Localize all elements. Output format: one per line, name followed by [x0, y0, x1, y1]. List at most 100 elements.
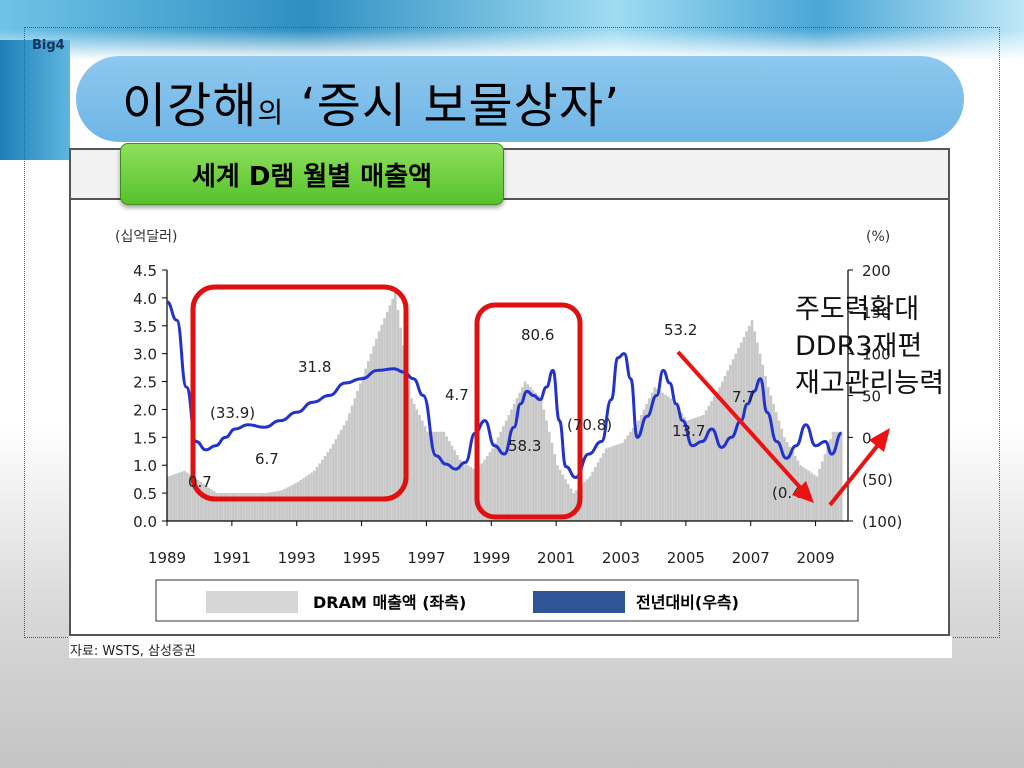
revenue-bar	[348, 413, 351, 521]
chart-title-badge: 세계 D램 월별 매출액	[120, 143, 504, 205]
revenue-bar	[626, 435, 630, 521]
slide-title: 이강해의 ‘증시 보물상자’	[122, 66, 620, 136]
top-banner	[0, 0, 1024, 60]
revenue-bar	[269, 492, 273, 521]
left-tick-label: 0.5	[133, 485, 157, 503]
revenue-bar	[583, 481, 586, 521]
right-unit-label: (%)	[866, 229, 890, 245]
revenue-bar	[229, 493, 232, 521]
revenue-bar	[683, 416, 686, 521]
revenue-bar	[504, 420, 508, 521]
revenue-bar	[412, 403, 416, 521]
highlight-box-1991	[190, 284, 409, 502]
left-tick-label: 3.0	[133, 346, 157, 364]
revenue-bar	[326, 452, 330, 521]
revenue-bar	[518, 392, 521, 521]
revenue-bar	[539, 398, 543, 521]
revenue-bar	[472, 468, 475, 521]
annotation-line: 재고관리능력	[795, 368, 944, 399]
brand-label: Big4	[32, 38, 65, 53]
revenue-bar	[785, 441, 789, 521]
revenue-bar	[199, 481, 203, 521]
revenue-bar	[323, 455, 327, 521]
revenue-bar	[364, 368, 367, 521]
x-tick-label: 1989	[148, 549, 186, 567]
revenue-bar	[485, 455, 489, 521]
revenue-bar	[599, 457, 602, 521]
revenue-bar	[515, 398, 519, 521]
revenue-bar	[194, 478, 197, 521]
revenue-bar	[437, 431, 440, 521]
revenue-bar	[285, 487, 289, 521]
revenue-bar	[510, 409, 513, 521]
value-label: 58.3	[508, 437, 541, 455]
revenue-bar	[664, 394, 667, 521]
revenue-bar	[448, 441, 451, 521]
revenue-bar	[385, 311, 389, 521]
revenue-bar	[645, 403, 648, 521]
right-tick-label: (50)	[862, 471, 893, 489]
revenue-bar	[542, 409, 546, 521]
revenue-bar	[761, 364, 765, 521]
revenue-bar	[350, 405, 354, 521]
revenue-bar	[653, 387, 657, 521]
value-label: 31.8	[298, 358, 331, 376]
left-tick-label: 4.0	[133, 290, 157, 308]
revenue-bar	[218, 493, 221, 521]
revenue-bar	[469, 467, 473, 521]
legend-label: DRAM 매출액 (좌측)	[313, 593, 466, 612]
revenue-bar	[737, 348, 740, 521]
revenue-bar	[294, 483, 297, 521]
title-main: 이강해	[122, 78, 258, 134]
revenue-bar	[402, 345, 405, 521]
revenue-bar	[439, 431, 443, 521]
revenue-bar	[491, 448, 494, 521]
revenue-bar	[696, 416, 700, 521]
revenue-bar	[688, 419, 692, 521]
revenue-bar	[177, 472, 181, 521]
revenue-bar	[753, 331, 757, 521]
x-tick-label: 1991	[213, 549, 251, 567]
right-tick-label: 150	[862, 304, 891, 322]
revenue-bar	[596, 462, 600, 521]
revenue-bar	[207, 487, 211, 521]
revenue-bar	[588, 476, 592, 521]
revenue-bar	[529, 387, 532, 521]
legend-layer: DRAM 매출액 (좌측) 전년대비(우측)	[206, 591, 739, 613]
value-label: 80.6	[521, 326, 554, 344]
revenue-bar	[383, 318, 386, 521]
revenue-bar	[720, 381, 724, 521]
revenue-bar	[361, 375, 365, 521]
revenue-bar	[677, 409, 681, 521]
revenue-bar	[839, 431, 843, 521]
revenue-bar	[569, 488, 573, 521]
revenue-bar	[407, 380, 411, 521]
revenue-bar	[172, 474, 176, 521]
revenue-bar	[812, 474, 816, 521]
revenue-bar	[264, 493, 267, 521]
revenue-bar	[531, 389, 535, 521]
revenue-bar	[399, 327, 403, 521]
left-tick-label: 1.5	[133, 429, 157, 447]
revenue-bar	[315, 467, 319, 521]
revenue-bar	[345, 420, 348, 521]
revenue-bar	[726, 370, 729, 521]
revenue-bar	[639, 415, 643, 521]
revenue-bar	[456, 454, 459, 521]
revenue-bar	[215, 493, 219, 521]
revenue-bar	[707, 405, 711, 521]
revenue-bar	[712, 396, 716, 521]
revenue-bar	[548, 431, 551, 521]
revenue-bar	[369, 353, 373, 521]
x-tick-label: 1995	[342, 549, 380, 567]
revenue-bar	[275, 491, 278, 521]
revenue-bar	[621, 442, 624, 521]
revenue-bar	[699, 415, 702, 521]
revenue-bar	[837, 431, 840, 521]
revenue-bar	[831, 431, 835, 521]
revenue-bar	[280, 490, 284, 521]
revenue-bar	[750, 320, 754, 521]
revenue-bar	[607, 447, 611, 521]
x-tick-label: 2001	[537, 549, 575, 567]
